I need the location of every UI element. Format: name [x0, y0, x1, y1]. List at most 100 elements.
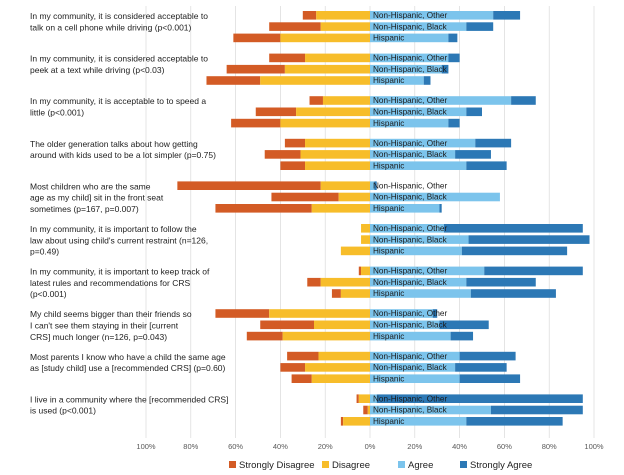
bar-category-label: Hispanic	[373, 332, 404, 341]
bar-segment-agree	[370, 246, 462, 256]
legend-label-strongly-disagree: Strongly Disagree	[239, 460, 315, 471]
bar-segment-strongly-agree	[468, 235, 590, 244]
bar-segment-strongly-agree	[459, 351, 516, 361]
bar-segment-strongly-agree	[475, 138, 512, 148]
legend-label-disagree: Disagree	[332, 460, 370, 471]
bar-segment-agree	[370, 22, 467, 31]
bar-segment-strongly-agree	[432, 309, 438, 318]
legend-label-strongly-agree: Strongly Agree	[470, 460, 532, 471]
bar-segment-strongly-disagree	[177, 181, 321, 190]
x-axis-tick-labels: 100% 80% 60% 40% 20% 0% 20% 40% 60% 80% 100%	[136, 442, 604, 451]
bar-segment-disagree	[361, 235, 370, 244]
bar-category-label: Non-Hispanic, Other	[373, 224, 447, 233]
bar-segment-agree	[370, 204, 440, 213]
bar-segment-strongly-agree	[423, 76, 431, 85]
question-label-line: In my community, it is important to keep…	[30, 267, 210, 277]
bar-segment-agree	[370, 235, 469, 244]
bar-segment-disagree	[361, 266, 370, 276]
bar-segment-disagree	[311, 374, 370, 383]
bar-segment-strongly-disagree	[309, 96, 323, 105]
bar-segment-strongly-agree	[466, 277, 536, 287]
bar-segment-strongly-agree	[455, 363, 507, 372]
x-tick-label: 80%	[183, 442, 198, 451]
legend-swatch-agree	[398, 461, 405, 468]
question-label-line: age as my child] sit in the front seat	[30, 193, 164, 203]
bar-category-label: Non-Hispanic, Black	[373, 235, 448, 244]
bar-segment-agree	[370, 374, 460, 383]
bar-segment-strongly-agree	[466, 107, 482, 117]
bar-segment-strongly-agree	[511, 96, 536, 105]
bar-segment-strongly-disagree	[215, 204, 312, 213]
bar-category-label: Non-Hispanic, Other	[373, 394, 447, 403]
bar-segment-strongly-agree	[441, 64, 449, 74]
bar-segment-disagree	[282, 331, 370, 341]
bar-category-label: Hispanic	[373, 247, 404, 256]
question-label-line: little (p<0.001)	[30, 108, 84, 118]
x-tick-label: 60%	[497, 442, 512, 451]
bar-segment-strongly-disagree	[280, 161, 306, 170]
bar-category-label: Non-Hispanic, Other	[373, 352, 447, 361]
question-label-line: I live in a community where the [recomme…	[30, 394, 228, 404]
legend: Strongly Disagree Disagree Agree Strongly A…	[229, 460, 532, 471]
bar-segment-agree	[370, 417, 467, 426]
question-label-line: latest rules and recommendations for CRS	[30, 278, 190, 288]
bar-segment-disagree	[340, 289, 370, 298]
bar-segment-disagree	[361, 224, 370, 233]
bar-segment-disagree	[340, 246, 370, 256]
bar-segment-strongly-agree	[484, 266, 583, 276]
question-label-line: In my community, it is acceptable to to …	[30, 96, 206, 106]
bar-segment-disagree	[320, 277, 370, 287]
bar-segment-agree	[370, 64, 442, 74]
bar-segment-disagree	[269, 309, 370, 318]
x-tick-label: 20%	[407, 442, 422, 451]
bar-category-label: Non-Hispanic, Other	[373, 139, 447, 148]
bar-segment-agree	[370, 277, 467, 287]
bar-segment-disagree	[305, 161, 370, 170]
bar-segment-strongly-disagree	[302, 11, 317, 20]
bar-segment-disagree	[284, 64, 370, 74]
bar-category-label: Non-Hispanic, Black	[373, 363, 448, 372]
legend-label-agree: Agree	[408, 460, 433, 471]
bar-segment-disagree	[316, 11, 370, 20]
question-label-line: as [study child] use a [recommended CRS]…	[30, 363, 226, 373]
bar-segment-strongly-disagree	[269, 22, 321, 31]
question-label-line: talk on a cell phone while driving (p<0.…	[30, 22, 192, 32]
bar-segment-agree	[370, 33, 449, 43]
question-label-line: Most children who are the same	[30, 181, 151, 191]
bar-segment-strongly-agree	[439, 204, 442, 213]
bar-segment-strongly-disagree	[287, 351, 319, 361]
bar-segment-strongly-disagree	[340, 417, 344, 426]
bar-category-label: Hispanic	[373, 417, 404, 426]
x-tick-label: 20%	[318, 442, 333, 451]
bar-segment-agree	[370, 192, 500, 202]
bar-segment-strongly-disagree	[231, 118, 281, 128]
question-label-line: In my community, it is considered accept…	[30, 54, 208, 64]
x-tick-label: 40%	[273, 442, 288, 451]
bar-segment-strongly-disagree	[246, 331, 283, 341]
bar-segment-disagree	[314, 320, 370, 330]
bar-segment-strongly-disagree	[260, 320, 314, 330]
bar-category-label: Hispanic	[373, 76, 404, 85]
bar-segment-strongly-agree	[450, 331, 474, 341]
bar-segment-disagree	[320, 181, 370, 190]
bar-segment-agree	[370, 394, 377, 403]
question-label-line: In my community, it is considered accept…	[30, 11, 208, 21]
bar-segment-agree	[370, 161, 467, 170]
bar-segment-strongly-agree	[448, 53, 460, 63]
bar-category-label: Non-Hispanic, Black	[373, 150, 448, 159]
x-tick-label: 100%	[584, 442, 604, 451]
bar-segment-strongly-agree	[439, 320, 489, 330]
bar-segment-agree	[370, 118, 449, 128]
bar-category-label: Non-Hispanic, Other	[373, 309, 447, 318]
bar-category-label: Non-Hispanic, Other	[373, 181, 447, 190]
question-label-line: is used (p<0.001)	[30, 406, 96, 416]
bar-segment-disagree	[367, 405, 370, 415]
bar-segment-agree	[370, 363, 456, 372]
bar-segment-strongly-agree	[448, 118, 460, 128]
bar-category-label: Hispanic	[373, 374, 404, 383]
bar-labels: Non-Hispanic, Other Non-Hispanic, Black Hi…	[373, 11, 448, 426]
bar-segment-agree	[370, 76, 424, 85]
bar-segment-disagree	[320, 22, 370, 31]
x-tick-label: 80%	[542, 442, 557, 451]
